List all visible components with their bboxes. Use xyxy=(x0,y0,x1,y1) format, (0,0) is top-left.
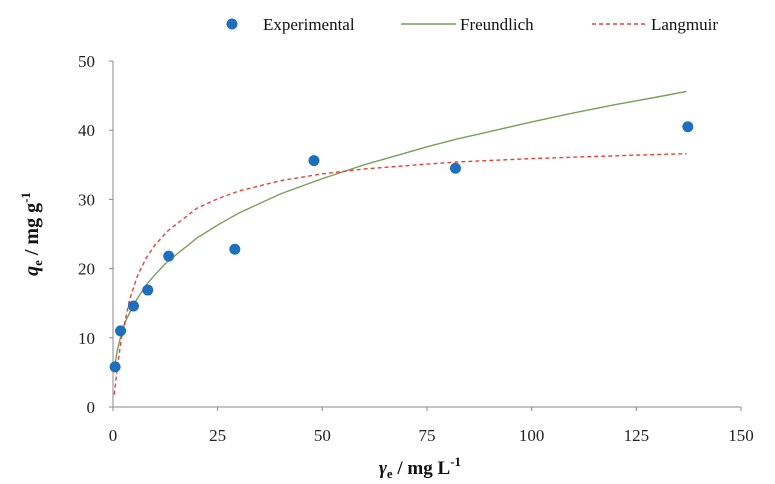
y-tick-label: 10 xyxy=(78,329,95,348)
x-tick-label: 75 xyxy=(419,426,436,445)
y-tick-label: 20 xyxy=(78,260,95,279)
data-point xyxy=(449,162,461,174)
x-tick-label: 125 xyxy=(624,426,650,445)
legend: Experimental Freundlich Langmuir xyxy=(226,15,718,34)
legend-label: Langmuir xyxy=(651,15,718,34)
x-tick-label: 0 xyxy=(109,426,118,445)
y-tick-label: 40 xyxy=(78,121,95,140)
data-point xyxy=(682,121,694,133)
legend-label: Experimental xyxy=(263,15,355,34)
legend-marker xyxy=(226,18,238,30)
data-point xyxy=(163,250,175,262)
x-tick-label: 150 xyxy=(728,426,754,445)
x-axis-title: γe / mg L-1 xyxy=(379,454,461,481)
series-line-freundlich xyxy=(114,90,687,365)
legend-label: Freundlich xyxy=(460,15,534,34)
data-point xyxy=(128,300,140,312)
data-point xyxy=(308,155,320,167)
y-tick-label: 50 xyxy=(78,52,95,71)
data-point xyxy=(109,361,121,373)
y-tick-label: 0 xyxy=(87,398,96,417)
data-point xyxy=(115,325,127,337)
y-tick-label: 30 xyxy=(78,190,95,209)
x-tick-label: 25 xyxy=(209,426,226,445)
series-line-langmuir xyxy=(113,153,687,395)
y-axis-title: qe / mg g-1 xyxy=(18,192,45,276)
data-point xyxy=(229,243,241,255)
axes: 0 10 20 30 40 50 0 25 50 75 100 125 150 xyxy=(78,52,754,445)
x-tick-label: 50 xyxy=(314,426,331,445)
data-point xyxy=(142,284,154,296)
plot-area xyxy=(109,90,694,395)
x-tick-label: 100 xyxy=(519,426,545,445)
